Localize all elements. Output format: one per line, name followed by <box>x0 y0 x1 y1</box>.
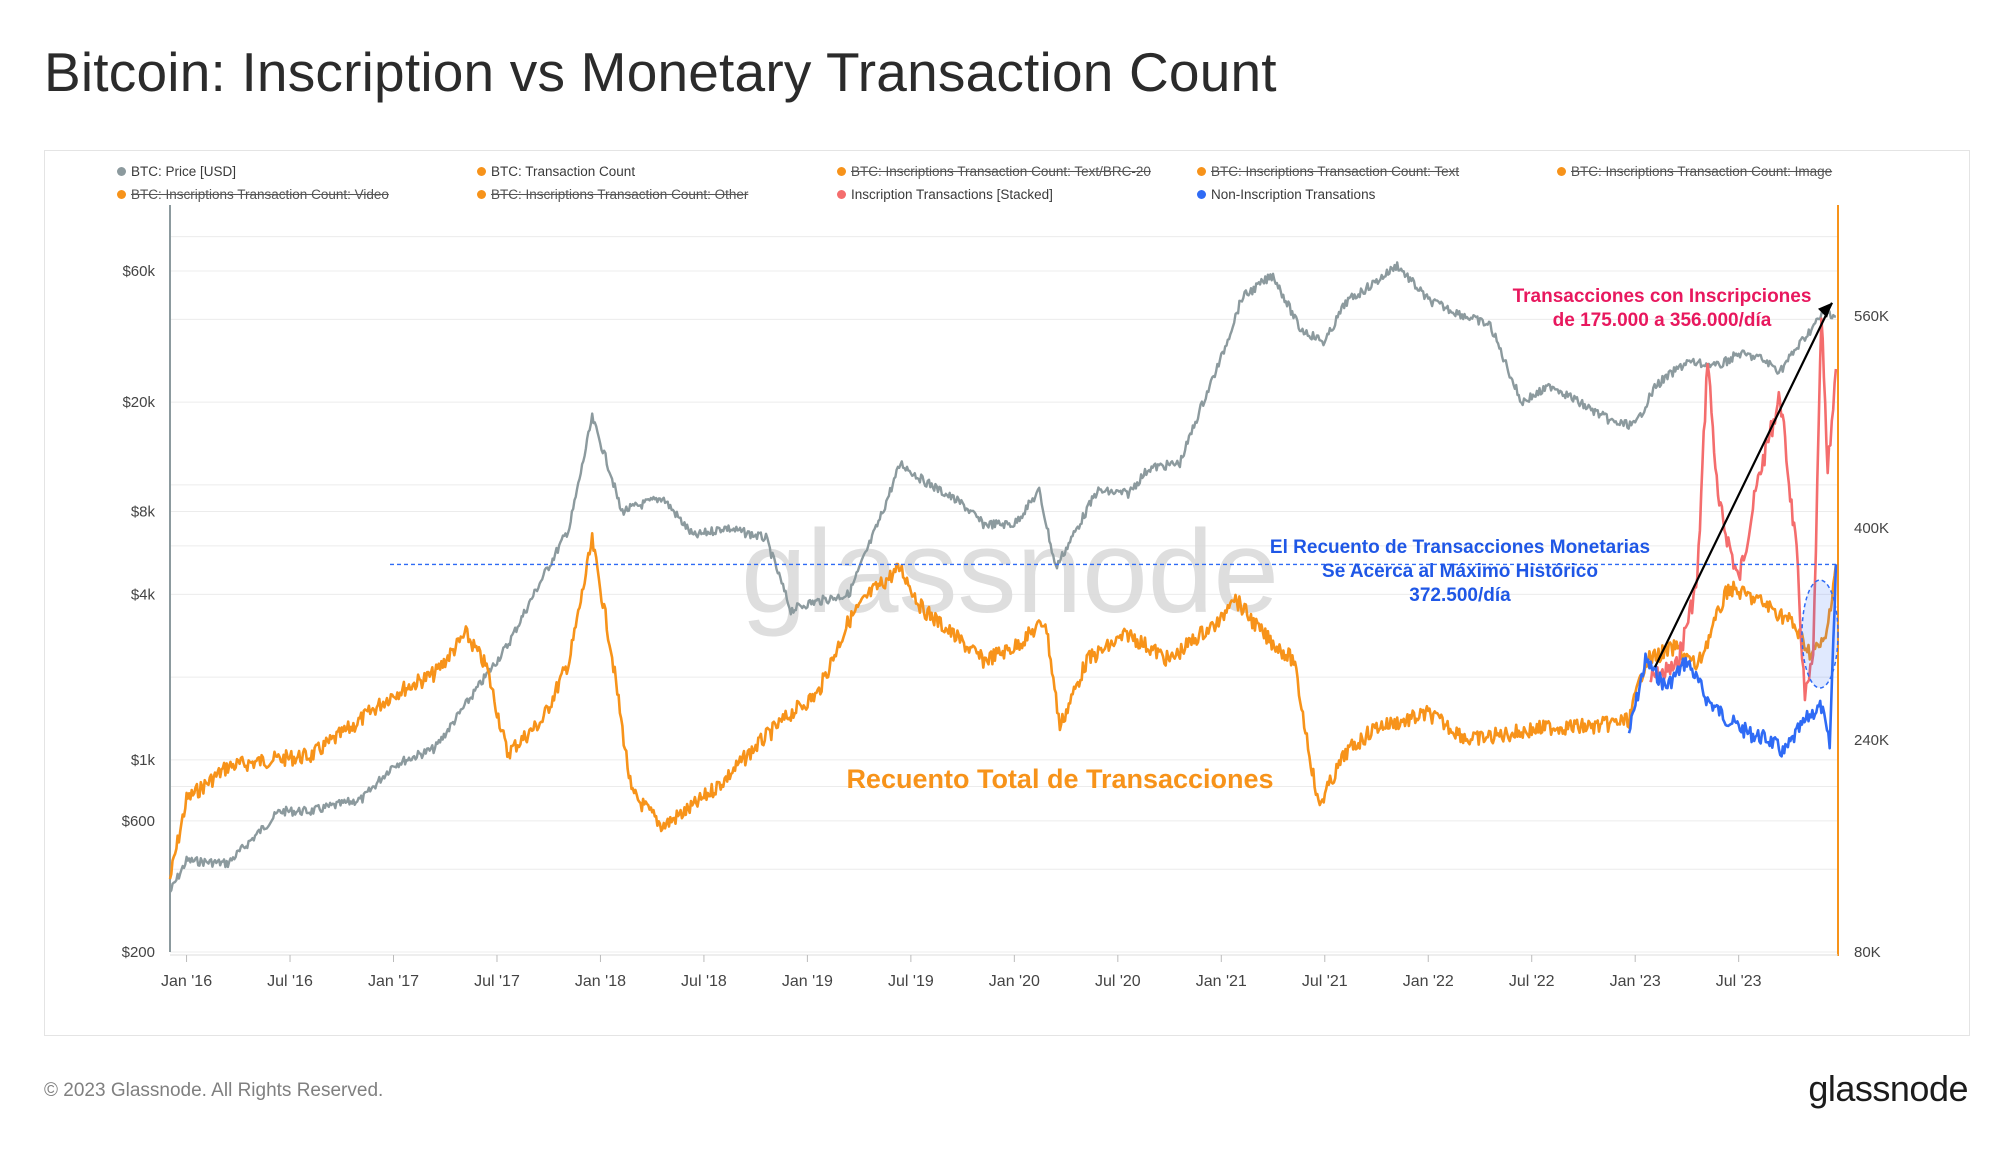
x-tick-label: Jan '17 <box>368 973 419 990</box>
legend-item[interactable]: BTC: Inscriptions Transaction Count: Oth… <box>477 187 748 202</box>
legend-marker-icon <box>1197 190 1206 199</box>
x-tick-label: Jan '18 <box>575 973 626 990</box>
series-line-inscription-transactions-stacked <box>1648 317 1838 702</box>
chart-frame: BTC: Price [USD] BTC: Transaction Count BT… <box>44 150 1970 1036</box>
trend-arrow-head-icon <box>1818 302 1832 318</box>
legend-item[interactable]: Non-Inscription Transations <box>1197 187 1375 202</box>
legend-item[interactable]: BTC: Transaction Count <box>477 164 635 179</box>
page-title: Bitcoin: Inscription vs Monetary Transac… <box>44 41 1277 103</box>
x-tick-label: Jan '20 <box>989 973 1040 990</box>
legend-label: BTC: Inscriptions Transaction Count: Ima… <box>1571 164 1833 179</box>
series-line-non-inscription-transations <box>1627 564 1838 758</box>
y-left-tick-label: $60k <box>122 263 155 280</box>
x-tick-label: Jul '20 <box>1095 973 1141 990</box>
series-line-btc-transaction-count <box>168 532 1838 880</box>
annotation-monetary-line3: 372.500/día <box>1409 585 1511 606</box>
legend-marker-icon <box>117 167 126 176</box>
x-tick-label: Jan '21 <box>1196 973 1247 990</box>
watermark-text: glassnode <box>741 506 1279 638</box>
x-tick-label: Jul '22 <box>1509 973 1555 990</box>
annotation-total-transactions: Recuento Total de Transacciones <box>846 764 1273 794</box>
y-right-tick-label: 80K <box>1854 944 1881 961</box>
x-tick-label: Jul '18 <box>681 973 727 990</box>
legend-marker-icon <box>1197 167 1206 176</box>
legend-item[interactable]: BTC: Price [USD] <box>117 164 236 179</box>
legend-marker-icon <box>837 190 846 199</box>
legend-label: BTC: Price [USD] <box>131 164 237 179</box>
annotation-inscriptions-line1: Transacciones con Inscripciones <box>1513 286 1812 307</box>
x-tick-label: Jan '19 <box>782 973 833 990</box>
x-tick-label: Jul '21 <box>1302 973 1348 990</box>
legend-item[interactable]: BTC: Inscriptions Transaction Count: Tex… <box>837 164 1151 179</box>
x-tick-label: Jan '22 <box>1403 973 1454 990</box>
legend-item[interactable]: BTC: Inscriptions Transaction Count: Vid… <box>117 187 389 202</box>
legend-marker-icon <box>1557 167 1566 176</box>
chart-legend: BTC: Price [USD] BTC: Transaction Count BT… <box>45 151 1971 211</box>
legend-item[interactable]: BTC: Inscriptions Transaction Count: Ima… <box>1557 164 1832 179</box>
y-left-tick-label: $4k <box>131 586 156 603</box>
legend-marker-icon <box>477 190 486 199</box>
legend-label: Inscription Transactions [Stacked] <box>851 187 1053 202</box>
x-tick-label: Jul '16 <box>267 973 313 990</box>
y-right-tick-label: 240K <box>1854 732 1889 749</box>
annotation-monetary-line2: Se Acerca al Máximo Histórico <box>1322 561 1598 582</box>
legend-item[interactable]: BTC: Inscriptions Transaction Count: Tex… <box>1197 164 1459 179</box>
copyright-text: © 2023 Glassnode. All Rights Reserved. <box>44 1080 384 1101</box>
legend-label: BTC: Inscriptions Transaction Count: Tex… <box>851 164 1151 179</box>
legend-label: Non-Inscription Transations <box>1211 187 1376 202</box>
legend-label: BTC: Inscriptions Transaction Count: Oth… <box>491 187 749 202</box>
x-tick-label: Jul '19 <box>888 973 934 990</box>
x-tick-label: Jan '23 <box>1610 973 1661 990</box>
legend-label: BTC: Inscriptions Transaction Count: Vid… <box>131 187 389 202</box>
legend-label: BTC: Transaction Count <box>491 164 636 179</box>
x-tick-label: Jan '16 <box>161 973 212 990</box>
y-left-tick-label: $200 <box>122 944 155 961</box>
series-line-btc-price-usd <box>169 261 1836 893</box>
legend-marker-icon <box>837 167 846 176</box>
x-tick-label: Jul '23 <box>1716 973 1762 990</box>
y-right-tick-label: 560K <box>1854 308 1889 325</box>
y-right-tick-label: 400K <box>1854 520 1889 537</box>
y-left-tick-label: $8k <box>131 504 156 521</box>
ath-highlight-ellipse <box>1801 579 1839 689</box>
annotation-monetary-line1: El Recuento de Transacciones Monetarias <box>1270 537 1650 558</box>
y-left-tick-label: $600 <box>122 813 155 830</box>
legend-marker-icon <box>477 167 486 176</box>
y-left-tick-label: $20k <box>122 394 155 411</box>
y-left-tick-label: $1k <box>131 752 156 769</box>
legend-item[interactable]: Inscription Transactions [Stacked] <box>837 187 1053 202</box>
legend-marker-icon <box>117 190 126 199</box>
trend-arrow-line <box>1654 302 1833 668</box>
annotation-inscriptions-line2: de 175.000 a 356.000/día <box>1553 310 1772 331</box>
legend-label: BTC: Inscriptions Transaction Count: Tex… <box>1211 164 1460 179</box>
brand-logo[interactable]: glassnode <box>1808 1068 1968 1109</box>
x-tick-label: Jul '17 <box>474 973 520 990</box>
